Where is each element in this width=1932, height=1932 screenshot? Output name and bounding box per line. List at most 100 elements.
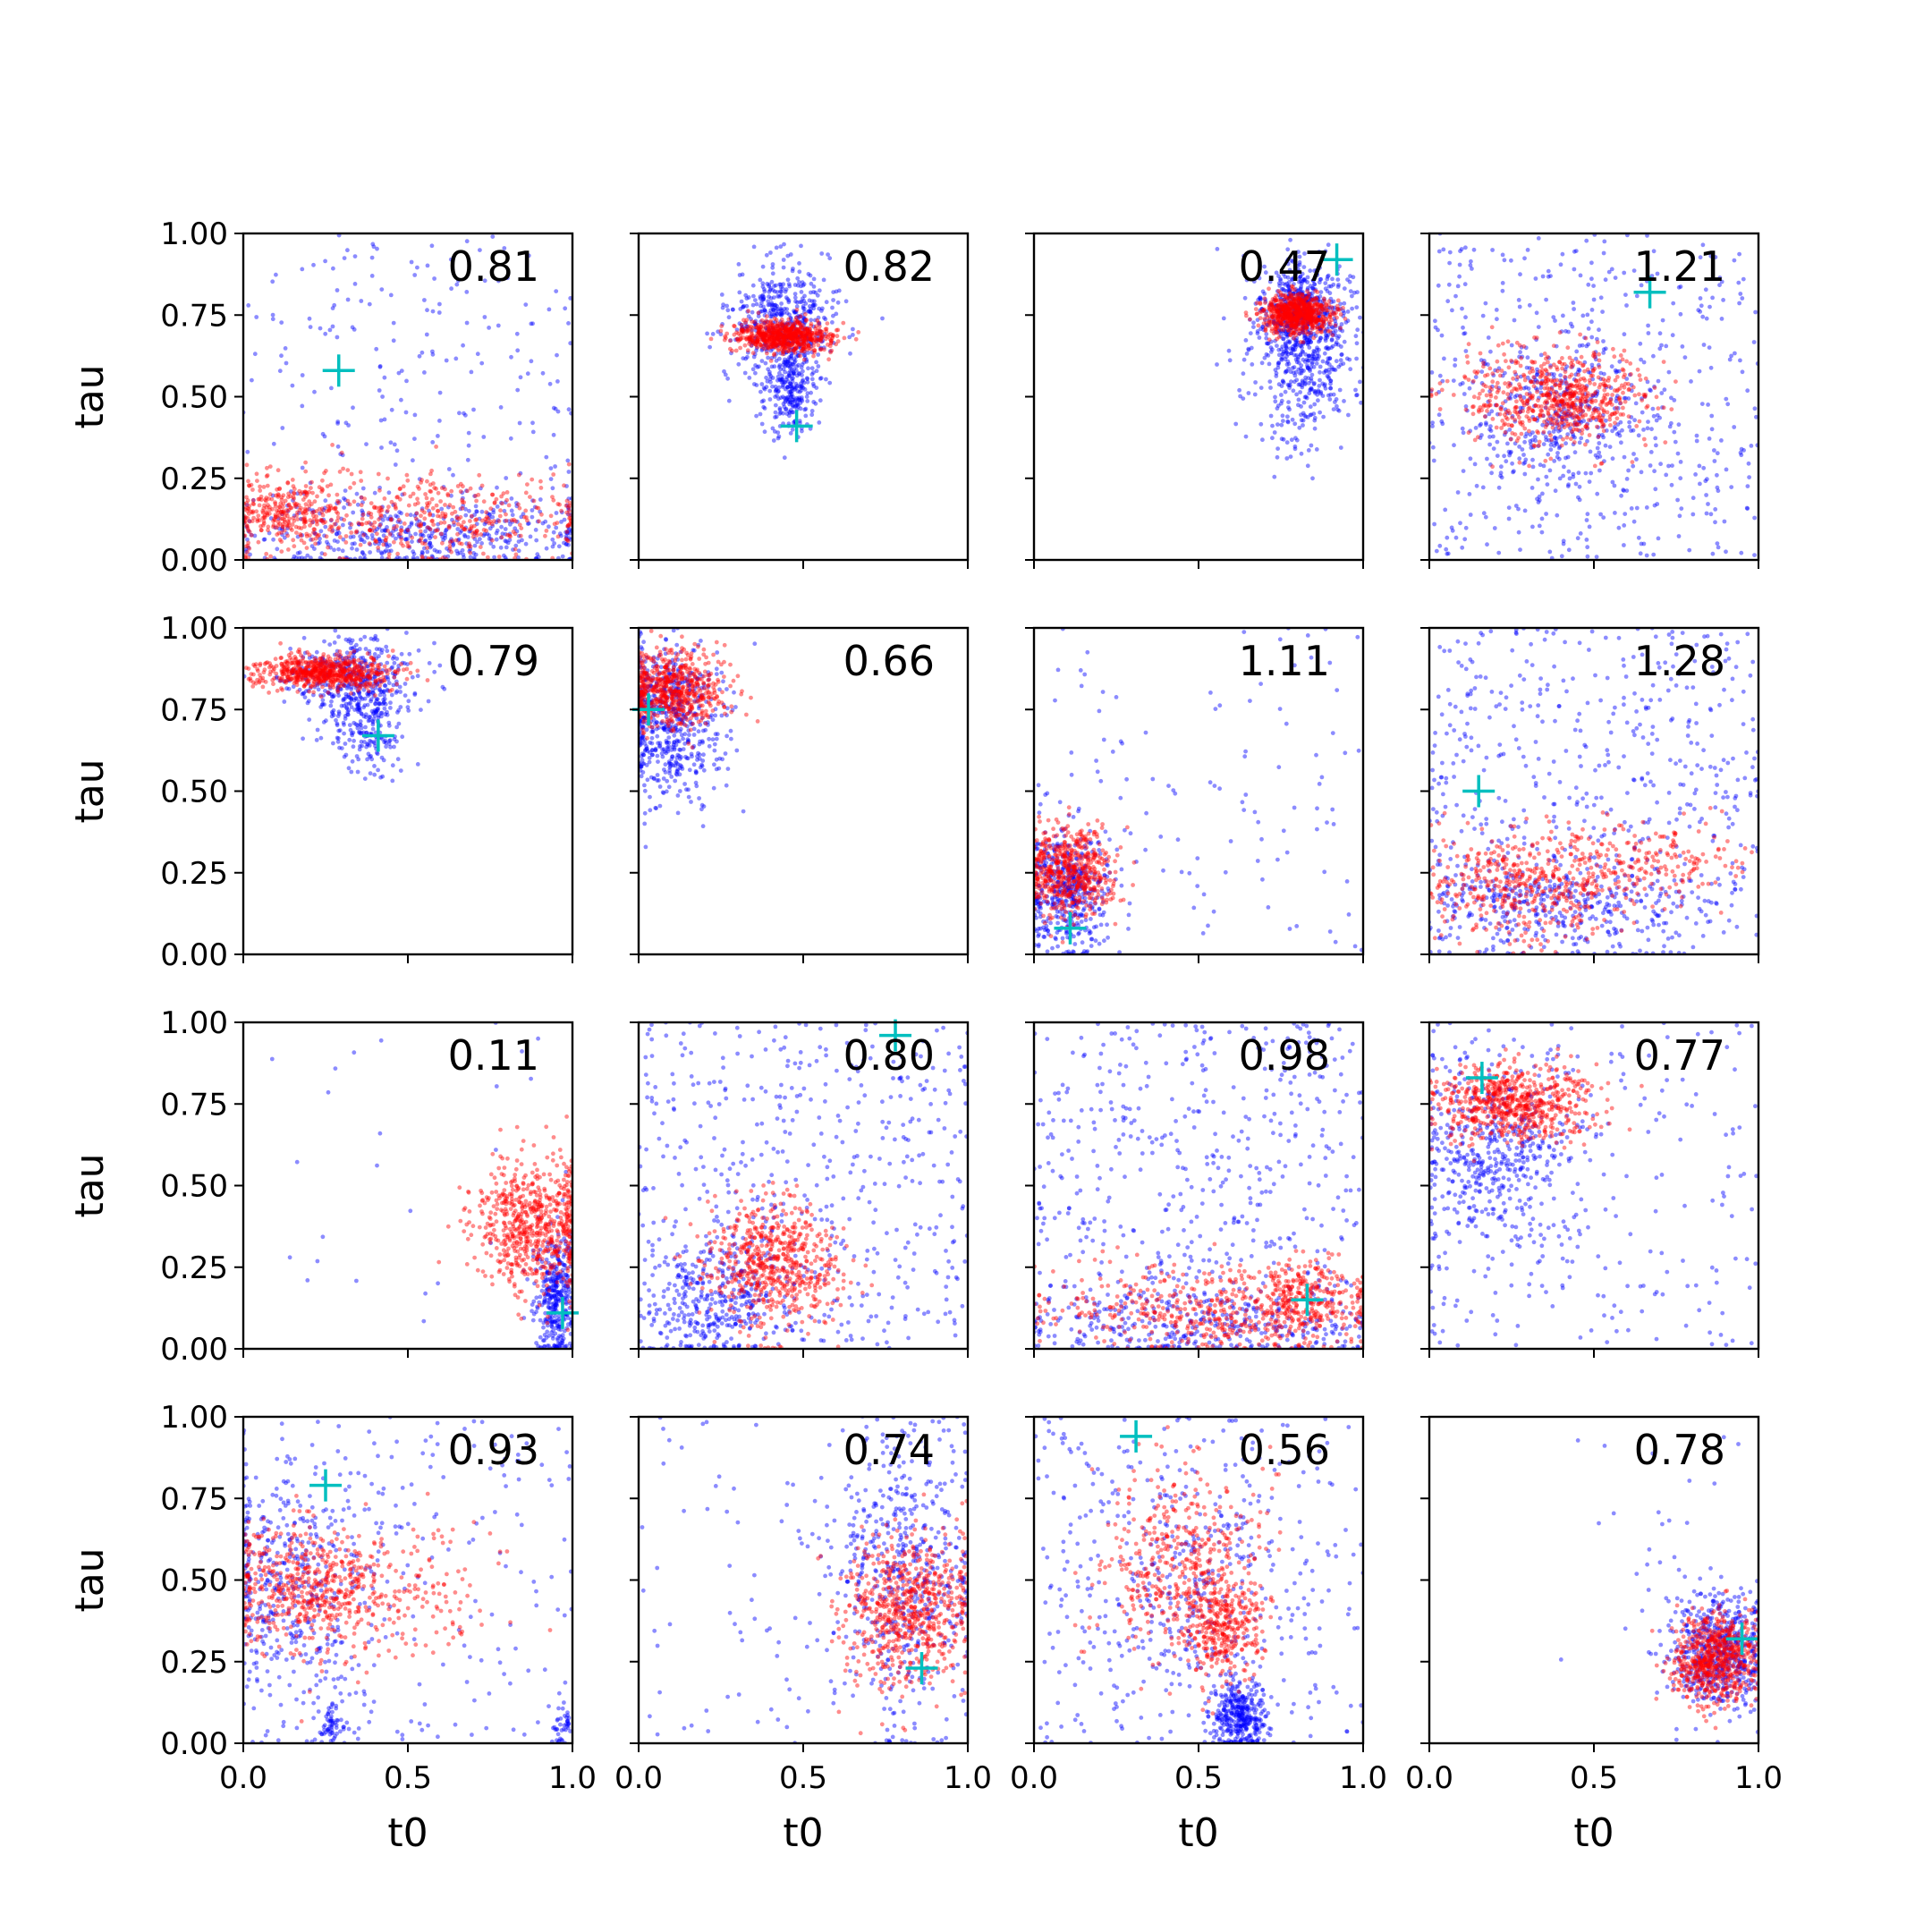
sample-point — [1293, 306, 1298, 311]
sample-point — [1274, 307, 1279, 311]
sample-point — [1651, 249, 1657, 254]
sample-point — [362, 531, 367, 537]
sample-point — [1296, 315, 1301, 320]
sample-point — [381, 542, 386, 547]
sample-point — [802, 407, 808, 412]
sample-point — [524, 515, 529, 520]
sample-point — [1303, 375, 1308, 380]
sample-point — [779, 310, 784, 316]
sample-point — [1274, 330, 1279, 335]
sample-point — [793, 345, 799, 350]
sample-point — [1283, 292, 1288, 298]
sample-point — [1274, 370, 1279, 376]
sample-point — [319, 489, 325, 494]
sample-point — [1299, 298, 1303, 303]
sample-point — [802, 330, 808, 335]
sample-point — [1287, 386, 1292, 390]
sample-point — [1483, 514, 1488, 520]
sample-point — [283, 514, 287, 520]
sample-point — [1313, 301, 1318, 306]
sample-point — [770, 326, 775, 330]
sample-point — [359, 479, 364, 483]
sample-point — [369, 512, 374, 516]
sample-point — [795, 402, 801, 407]
sample-point — [416, 524, 421, 529]
sample-point — [792, 332, 798, 337]
sample-point — [420, 540, 425, 546]
sample-point — [394, 513, 398, 519]
sample-point — [360, 486, 366, 491]
sample-point — [1296, 367, 1301, 372]
sample-point — [530, 420, 535, 426]
sample-point — [1307, 301, 1312, 306]
sample-point — [398, 486, 402, 491]
sample-point — [1584, 343, 1589, 349]
sample-point — [797, 397, 802, 402]
sample-point — [272, 516, 276, 521]
sample-point — [437, 419, 442, 423]
sample-point — [1318, 294, 1323, 299]
sample-point — [813, 401, 818, 406]
sample-point — [785, 327, 791, 333]
sample-point — [741, 304, 746, 309]
sample-point — [246, 540, 250, 546]
sample-point — [275, 510, 281, 515]
sample-point — [1325, 360, 1329, 366]
sample-point — [349, 530, 354, 535]
sample-point — [777, 335, 782, 340]
sample-point — [1331, 311, 1335, 317]
sample-point — [292, 487, 297, 492]
sample-point — [1548, 274, 1553, 278]
sample-point — [773, 335, 778, 341]
sample-point — [755, 339, 759, 344]
sample-point — [766, 319, 770, 325]
sample-point — [1301, 323, 1306, 328]
sample-point — [765, 326, 770, 331]
sample-point — [746, 295, 751, 300]
sample-point — [1614, 395, 1619, 401]
sample-point — [1715, 485, 1720, 490]
sample-point — [1722, 519, 1727, 524]
sample-point — [1273, 309, 1278, 314]
sample-point — [1719, 317, 1724, 321]
sample-point — [1708, 253, 1714, 258]
sample-point — [831, 333, 835, 338]
sample-point — [784, 322, 789, 327]
sample-point — [741, 327, 745, 333]
sample-point — [754, 343, 758, 347]
sample-point — [767, 338, 772, 343]
sample-point — [1716, 488, 1721, 494]
sample-point — [465, 457, 470, 462]
sample-point — [792, 309, 796, 313]
sample-point — [771, 438, 776, 443]
sample-point — [777, 377, 782, 382]
sample-point — [831, 341, 836, 345]
sample-point — [299, 538, 304, 543]
sample-point — [1281, 272, 1286, 276]
sample-point — [1291, 314, 1295, 319]
sample-point — [808, 326, 812, 332]
sample-point — [1601, 515, 1606, 520]
sample-point — [1295, 318, 1301, 323]
sample-point — [1739, 453, 1744, 458]
sample-point — [1282, 297, 1287, 302]
sample-point — [801, 346, 806, 352]
sample-point — [308, 325, 313, 329]
sample-point — [1313, 296, 1318, 301]
sample-point — [309, 502, 314, 506]
sample-point — [1609, 267, 1614, 272]
sample-point — [1292, 328, 1297, 333]
sample-point — [774, 358, 779, 363]
sample-point — [760, 337, 765, 342]
sample-point — [1291, 291, 1296, 296]
sample-point — [1348, 367, 1353, 372]
sample-point — [1319, 324, 1325, 329]
sample-point — [436, 521, 440, 527]
sample-point — [819, 329, 825, 335]
sample-point — [772, 336, 776, 342]
sample-point — [783, 380, 787, 385]
sample-point — [767, 372, 772, 377]
sample-point — [1300, 383, 1304, 388]
sample-point — [1330, 325, 1335, 329]
sample-point — [447, 524, 453, 529]
